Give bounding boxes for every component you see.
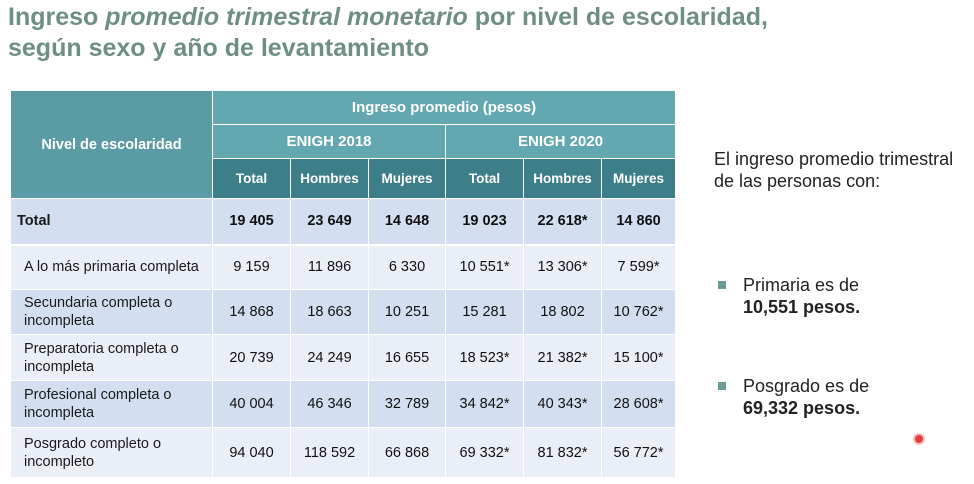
cell: 40 343* [523, 380, 602, 428]
cell: 21 382* [523, 334, 602, 381]
cell: 118 592 [290, 427, 369, 478]
cell: 24 249 [290, 334, 369, 381]
table-row: A lo más primaria completa 9 159 11 896 … [10, 244, 677, 290]
cell: 22 618* [523, 198, 602, 246]
cell: 56 772* [600, 427, 677, 478]
cell: 18 663 [290, 289, 369, 335]
row-header: Nivel de escolaridad [10, 90, 213, 199]
group-header: Ingreso promedio (pesos) [211, 90, 677, 125]
cell: 10 762* [600, 289, 677, 335]
survey-2020-header: ENIGH 2020 [444, 124, 677, 159]
laser-pointer-icon [915, 435, 923, 443]
cell: 28 608* [600, 380, 677, 428]
cell: 18 802 [523, 289, 602, 335]
cell: 66 868 [368, 427, 446, 478]
title-part2: promedio trimestral monetario [105, 3, 468, 31]
cell: 6 330 [368, 244, 446, 290]
cell: 11 896 [290, 244, 369, 290]
bullet-primaria-text: Primaria es de [743, 275, 860, 295]
row-label: Preparatoria completa o incompleta [10, 334, 213, 381]
cell: 15 100* [600, 334, 677, 381]
square-bullet-icon [718, 382, 726, 390]
income-table: Nivel de escolaridad Ingreso promedio (p… [10, 90, 677, 478]
col-hombres-2020: Hombres [523, 158, 602, 199]
row-label: Total [10, 198, 213, 246]
cell: 40 004 [212, 380, 291, 428]
cell: 46 346 [290, 380, 369, 428]
square-bullet-icon [718, 281, 726, 289]
sidebar-intro: El ingreso promedio trimestral de las pe… [714, 149, 954, 191]
col-total-2018: Total [212, 158, 291, 199]
table-row: Secundaria completa o incompleta 14 868 … [10, 289, 677, 335]
table-row: Total 19 405 23 649 14 648 19 023 22 618… [10, 198, 677, 246]
cell: 10 251 [368, 289, 446, 335]
cell: 69 332* [445, 427, 524, 478]
row-label: Secundaria completa o incompleta [10, 289, 213, 335]
bullet-primaria-value: 10,551 pesos. [743, 297, 861, 317]
col-hombres-2018: Hombres [290, 158, 369, 199]
col-mujeres-2018: Mujeres [368, 158, 446, 199]
bullet-posgrado-value: 69,332 pesos. [743, 398, 861, 418]
title-part3: por nivel de escolaridad, [467, 3, 768, 31]
title-part1: Ingreso [8, 3, 106, 31]
title-line2: según sexo y año de levantamiento [8, 34, 429, 62]
cell: 19 023 [445, 198, 524, 246]
cell: 14 868 [212, 289, 291, 335]
row-label: Posgrado completo o incompleto [10, 427, 213, 478]
col-mujeres-2020: Mujeres [600, 158, 677, 199]
cell: 14 860 [600, 198, 677, 246]
row-label: Profesional completa o incompleta [10, 380, 213, 428]
cell: 94 040 [212, 427, 291, 478]
table-row: Preparatoria completa o incompleta 20 73… [10, 334, 677, 381]
cell: 32 789 [368, 380, 446, 428]
table-row: Posgrado completo o incompleto 94 040 11… [10, 427, 677, 478]
survey-2018-header: ENIGH 2018 [212, 124, 446, 159]
cell: 10 551* [445, 244, 524, 290]
cell: 13 306* [523, 244, 602, 290]
cell: 9 159 [212, 244, 291, 290]
cell: 81 832* [523, 427, 602, 478]
cell: 19 405 [212, 198, 291, 246]
cell: 34 842* [445, 380, 524, 428]
row-label: A lo más primaria completa [10, 244, 213, 290]
cell: 23 649 [290, 198, 369, 246]
cell: 18 523* [445, 334, 524, 381]
col-total-2020: Total [445, 158, 524, 199]
cell: 14 648 [368, 198, 446, 246]
page-title: Ingreso promedio trimestral monetario po… [8, 2, 768, 64]
cell: 7 599* [600, 244, 677, 290]
bullet-posgrado-text: Posgrado es de [743, 376, 870, 396]
cell: 16 655 [368, 334, 446, 381]
cell: 20 739 [212, 334, 291, 381]
table-row: Profesional completa o incompleta 40 004… [10, 380, 677, 428]
cell: 15 281 [445, 289, 524, 335]
